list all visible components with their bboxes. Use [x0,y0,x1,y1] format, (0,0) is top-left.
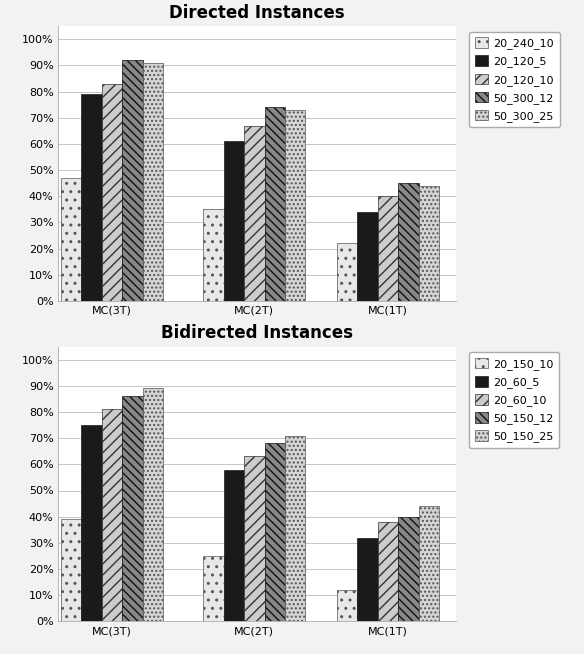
Bar [122,396,142,621]
Bar [102,409,122,621]
Bar [265,107,285,301]
Bar [336,590,357,621]
Bar [224,470,244,621]
Bar [81,94,102,301]
Bar [102,84,122,301]
Bar [244,126,265,301]
Bar [357,538,378,621]
Bar [419,186,439,301]
Bar [61,519,81,621]
Bar [81,425,102,621]
Bar [285,436,305,621]
Bar [378,522,398,621]
Bar [122,60,142,301]
Title: Bidirected Instances: Bidirected Instances [161,324,353,342]
Bar [142,388,163,621]
Title: Directed Instances: Directed Instances [169,4,345,22]
Bar [224,141,244,301]
Bar [203,209,224,301]
Bar [244,456,265,621]
Bar [285,110,305,301]
Bar [378,196,398,301]
Bar [357,212,378,301]
Bar [203,556,224,621]
Bar [419,506,439,621]
Bar [142,63,163,301]
Legend: 20_150_10, 20_60_5, 20_60_10, 50_150_12, 50_150_25: 20_150_10, 20_60_5, 20_60_10, 50_150_12,… [469,352,559,448]
Bar [336,243,357,301]
Bar [398,517,419,621]
Bar [61,178,81,301]
Bar [265,443,285,621]
Bar [398,183,419,301]
Legend: 20_240_10, 20_120_5, 20_120_10, 50_300_12, 50_300_25: 20_240_10, 20_120_5, 20_120_10, 50_300_1… [469,31,559,128]
